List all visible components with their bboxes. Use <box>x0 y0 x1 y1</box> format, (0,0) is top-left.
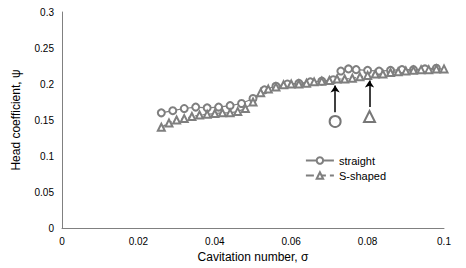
svg-text:0.04: 0.04 <box>205 236 225 247</box>
svg-text:0.08: 0.08 <box>358 236 378 247</box>
svg-text:0.06: 0.06 <box>281 236 301 247</box>
svg-text:0: 0 <box>59 236 65 247</box>
svg-text:0.3: 0.3 <box>40 7 54 18</box>
svg-text:S-shaped: S-shaped <box>339 170 386 182</box>
svg-text:0.2: 0.2 <box>40 79 54 90</box>
svg-text:0.15: 0.15 <box>35 115 55 126</box>
svg-text:0.1: 0.1 <box>437 236 451 247</box>
svg-text:0.1: 0.1 <box>40 151 54 162</box>
svg-text:Cavitation number, σ: Cavitation number, σ <box>198 250 309 264</box>
svg-text:straight: straight <box>339 155 375 167</box>
svg-text:0.25: 0.25 <box>35 43 55 54</box>
svg-text:0.05: 0.05 <box>35 187 55 198</box>
svg-text:0: 0 <box>48 223 54 234</box>
svg-text:0.02: 0.02 <box>129 236 149 247</box>
svg-text:Head coefficient, ψ: Head coefficient, ψ <box>9 70 23 171</box>
